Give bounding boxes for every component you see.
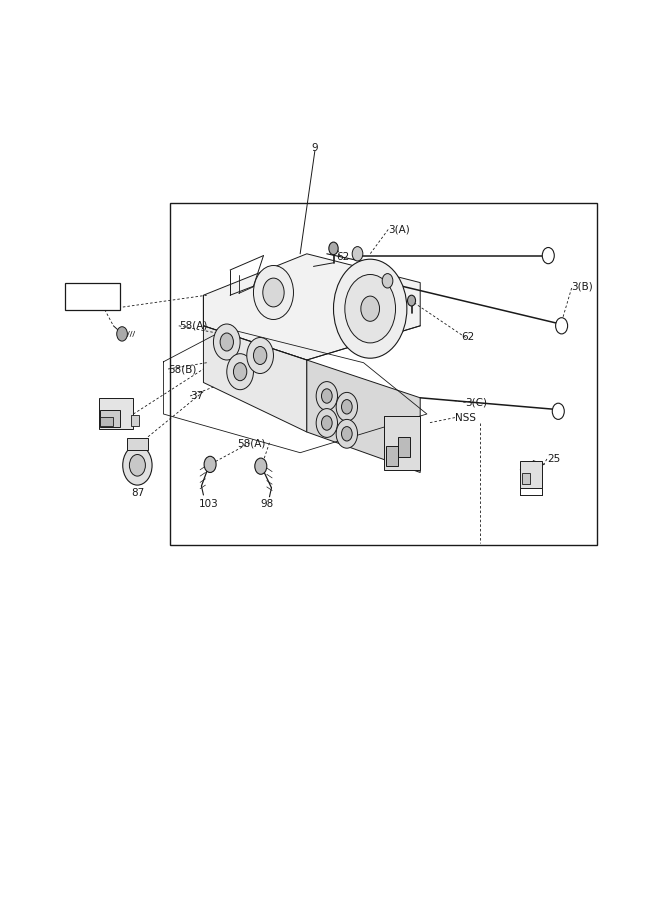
- Circle shape: [227, 354, 253, 390]
- Circle shape: [129, 454, 145, 476]
- Text: 22: 22: [103, 403, 117, 414]
- Text: 103: 103: [199, 499, 219, 509]
- Circle shape: [220, 333, 233, 351]
- Circle shape: [247, 338, 273, 374]
- Circle shape: [117, 327, 127, 341]
- Text: 37: 37: [190, 391, 203, 401]
- Text: 3(C): 3(C): [466, 397, 488, 408]
- Bar: [520, 461, 542, 488]
- Bar: [100, 410, 120, 427]
- Circle shape: [382, 274, 393, 288]
- Polygon shape: [203, 254, 420, 360]
- Polygon shape: [307, 360, 420, 472]
- Circle shape: [408, 295, 416, 306]
- Circle shape: [352, 247, 363, 261]
- Circle shape: [321, 416, 332, 430]
- Circle shape: [263, 278, 284, 307]
- Text: 87: 87: [131, 488, 144, 499]
- Bar: [127, 438, 148, 450]
- Text: 3(B): 3(B): [572, 281, 594, 292]
- Text: 7−40: 7−40: [79, 291, 107, 302]
- Text: 3(A): 3(A): [388, 224, 410, 235]
- Text: 58(A): 58(A): [179, 320, 207, 331]
- Circle shape: [329, 242, 338, 255]
- Text: 98: 98: [260, 499, 273, 509]
- Text: NSS: NSS: [455, 412, 476, 423]
- Text: 9: 9: [311, 142, 318, 153]
- Text: 58(A): 58(A): [237, 438, 265, 449]
- Circle shape: [552, 403, 564, 419]
- Polygon shape: [203, 295, 307, 432]
- Circle shape: [361, 296, 380, 321]
- Bar: [384, 416, 420, 470]
- Bar: [99, 398, 133, 429]
- Circle shape: [123, 446, 152, 485]
- Bar: [522, 473, 530, 484]
- Bar: [398, 437, 410, 457]
- Circle shape: [233, 363, 247, 381]
- Circle shape: [204, 456, 216, 472]
- Circle shape: [334, 259, 407, 358]
- Bar: [100, 417, 113, 426]
- Circle shape: [316, 382, 338, 410]
- Circle shape: [342, 400, 352, 414]
- Circle shape: [213, 324, 240, 360]
- Bar: [131, 415, 139, 426]
- Text: 25: 25: [547, 454, 560, 464]
- Bar: [170, 202, 597, 544]
- Bar: [386, 446, 398, 466]
- Circle shape: [542, 248, 554, 264]
- Circle shape: [556, 318, 568, 334]
- Circle shape: [316, 409, 338, 437]
- Bar: [65, 283, 120, 310]
- Text: 62: 62: [336, 251, 350, 262]
- Text: 62: 62: [462, 332, 475, 343]
- Circle shape: [336, 392, 358, 421]
- Circle shape: [342, 427, 352, 441]
- Circle shape: [253, 266, 293, 320]
- Circle shape: [253, 346, 267, 364]
- Circle shape: [321, 389, 332, 403]
- Text: 58(B): 58(B): [168, 364, 197, 374]
- Circle shape: [255, 458, 267, 474]
- Circle shape: [345, 274, 396, 343]
- Circle shape: [336, 419, 358, 448]
